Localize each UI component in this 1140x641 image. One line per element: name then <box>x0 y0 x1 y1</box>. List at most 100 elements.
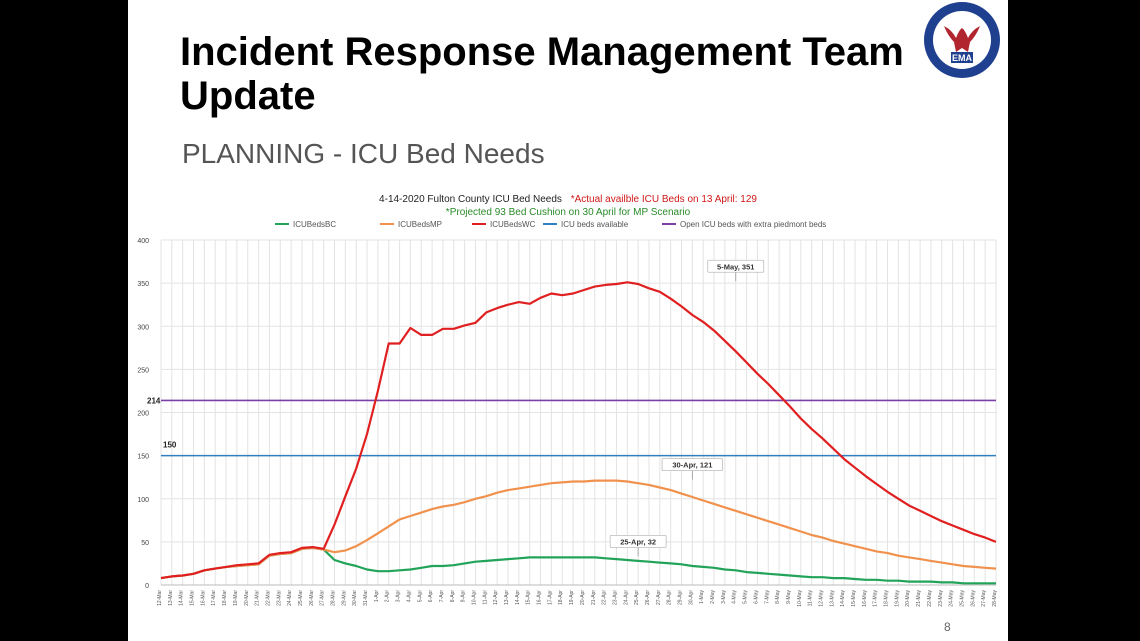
x-tick-label: 17-Apr <box>547 590 553 605</box>
x-tick-label: 7-Apr <box>439 590 445 603</box>
x-tick-label: 15-Mar <box>190 590 196 606</box>
x-tick-label: 19-Apr <box>569 590 575 605</box>
x-tick-label: 2-May <box>710 590 716 604</box>
slide: Incident Response Management Team Update… <box>128 0 1008 641</box>
x-tick-label: 7-May <box>764 590 770 604</box>
x-tick-label: 31-Mar <box>363 590 369 606</box>
x-tick-label: 23-May <box>938 590 944 607</box>
chart-background <box>128 178 1008 641</box>
x-tick-label: 28-Apr <box>667 590 673 605</box>
x-tick-label: 1-Apr <box>374 590 380 603</box>
x-tick-label: 1-May <box>699 590 705 604</box>
x-tick-label: 11-Apr <box>482 590 488 605</box>
x-tick-label: 2-Apr <box>385 590 391 603</box>
slide-subtitle: PLANNING - ICU Bed Needs <box>182 138 545 169</box>
x-tick-label: 24-Apr <box>623 590 629 605</box>
x-tick-label: 3-May <box>721 590 727 604</box>
x-tick-label: 30-Mar <box>352 590 358 606</box>
legend-label: Open ICU beds with extra piedmont beds <box>680 220 826 229</box>
legend-label: ICUBedsWC <box>490 220 536 229</box>
x-tick-label: 26-Mar <box>309 590 315 606</box>
x-tick-label: 9-May <box>786 590 792 604</box>
chart-annotations: 5-May, 351 30-Apr, 121 25-Apr, 32 214 150 <box>147 259 765 557</box>
x-tick-label: 11-May <box>808 590 814 607</box>
data-callout-label: 25-Apr, 32 <box>620 537 656 546</box>
reference-line-label: 214 <box>147 396 161 405</box>
x-tick-label: 27-Mar <box>320 590 326 606</box>
legend-label: ICUBedsMP <box>398 220 442 229</box>
y-axis: 0 50 100 150 200 250 300 350 400 <box>137 238 149 590</box>
y-tick-label: 350 <box>137 281 149 288</box>
x-tick-label: 12-Mar <box>157 590 163 606</box>
slide-title: Incident Response Management Team Update <box>180 30 904 118</box>
x-tick-label: 22-Apr <box>602 590 608 605</box>
x-tick-label: 8-Apr <box>450 590 456 603</box>
x-tick-label: 27-Apr <box>656 590 662 605</box>
ema-logo: EMA <box>924 2 1000 78</box>
x-tick-label: 16-May <box>862 590 868 607</box>
chart-legend: ICUBedsBC ICUBedsMP ICUBedsWC ICU beds avai… <box>275 220 826 229</box>
x-tick-label: 23-Mar <box>276 590 282 606</box>
x-tick-label: 15-May <box>851 590 857 607</box>
x-tick-label: 22-May <box>927 590 933 607</box>
logo-text: EMA <box>952 53 973 63</box>
x-tick-label: 9-Apr <box>461 590 467 603</box>
x-tick-label: 15-Apr <box>526 590 532 605</box>
x-tick-label: 25-Mar <box>298 590 304 606</box>
x-tick-label: 26-Apr <box>645 590 651 605</box>
series-line-icubedswc <box>160 281 997 580</box>
x-tick-label: 24-Mar <box>287 590 293 606</box>
chart-subtitle: *Projected 93 Bed Cushion on 30 April fo… <box>446 207 691 218</box>
y-tick-label: 300 <box>137 324 149 331</box>
x-tick-label: 13-May <box>829 590 835 607</box>
x-tick-label: 6-Apr <box>428 590 434 603</box>
data-callout-label: 30-Apr, 121 <box>672 461 712 470</box>
x-tick-label: 23-Apr <box>612 590 618 605</box>
x-tick-label: 29-Mar <box>341 590 347 606</box>
eagle-emblem-icon <box>944 26 980 52</box>
y-tick-label: 150 <box>137 454 149 461</box>
chart-series <box>160 281 997 585</box>
chart-title-note: *Actual availble ICU Beds on 13 April: 1… <box>571 194 758 205</box>
data-callout-label: 5-May, 351 <box>717 262 754 271</box>
x-tick-label: 17-May <box>873 590 879 607</box>
x-tick-label: 8-May <box>775 590 781 604</box>
callout-box <box>661 458 724 472</box>
x-tick-label: 20-Apr <box>580 590 586 605</box>
callout-box <box>609 534 667 548</box>
x-tick-label: 18-Mar <box>222 590 228 606</box>
x-axis: 12-Mar 13-Mar 14-Mar 15-Mar 16-Mar 17-Mar 18-M… <box>157 590 998 607</box>
x-tick-label: 4-Apr <box>406 590 412 603</box>
x-tick-label: 3-Apr <box>396 590 402 603</box>
x-tick-label: 27-May <box>981 590 987 607</box>
y-tick-label: 0 <box>145 583 149 590</box>
x-tick-label: 30-Apr <box>688 590 694 605</box>
x-tick-label: 21-Apr <box>591 590 597 605</box>
x-tick-label: 20-May <box>905 590 911 607</box>
y-tick-label: 400 <box>137 238 149 245</box>
x-tick-label: 24-May <box>949 590 955 607</box>
x-tick-label: 18-Apr <box>558 590 564 605</box>
x-tick-label: 20-Mar <box>244 590 250 606</box>
x-tick-label: 4-May <box>732 590 738 604</box>
logo-text-plate <box>951 52 973 63</box>
y-tick-label: 200 <box>137 411 149 418</box>
y-tick-label: 50 <box>141 540 149 547</box>
x-tick-label: 16-Apr <box>537 590 543 605</box>
callout-box <box>707 259 765 273</box>
chart-grid <box>160 239 997 586</box>
x-tick-label: 14-Mar <box>179 590 185 606</box>
x-tick-label: 5-Apr <box>417 590 423 603</box>
x-tick-label: 28-May <box>992 590 998 607</box>
icu-bed-needs-chart: 4-14-2020 Fulton County ICU Bed Needs *A… <box>128 178 1008 641</box>
legend-label: ICUBedsBC <box>293 220 336 229</box>
x-tick-label: 14-Apr <box>515 590 521 605</box>
y-tick-label: 250 <box>137 367 149 374</box>
legend-label: ICU beds available <box>561 220 629 229</box>
x-tick-label: 17-Mar <box>211 590 217 606</box>
x-tick-label: 18-May <box>884 590 890 607</box>
x-tick-label: 14-May <box>840 590 846 607</box>
x-tick-label: 16-Mar <box>200 590 206 606</box>
page-number: 8 <box>944 620 951 634</box>
x-tick-label: 29-Apr <box>678 590 684 605</box>
